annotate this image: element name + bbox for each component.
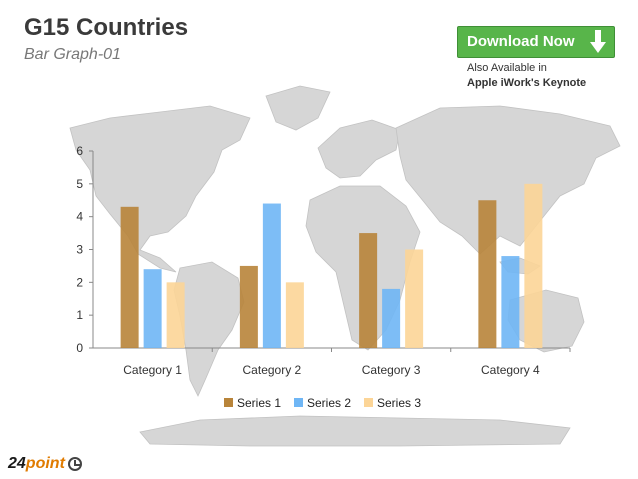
bar-series-1-category-2 bbox=[239, 265, 258, 348]
logo-word: point bbox=[25, 455, 65, 472]
also-available-text: Also Available in bbox=[467, 62, 547, 74]
bar-series-3-category-3 bbox=[405, 249, 424, 348]
y-tick-label: 2 bbox=[76, 275, 83, 289]
bar-series-1-category-1 bbox=[120, 206, 139, 348]
bar-series-2-category-3 bbox=[382, 288, 401, 348]
y-tick-label: 5 bbox=[76, 177, 83, 191]
clock-icon bbox=[68, 457, 82, 471]
logo-number: 24 bbox=[8, 455, 26, 472]
legend-label: Series 1 bbox=[237, 396, 281, 410]
legend-swatch-series-1 bbox=[224, 398, 233, 407]
bar-series-3-category-1 bbox=[166, 282, 185, 348]
x-category-label: Category 3 bbox=[362, 363, 421, 377]
keynote-text: Apple iWork's Keynote bbox=[467, 77, 587, 89]
bar-series-2-category-2 bbox=[262, 203, 281, 348]
page-title: G15 Countries bbox=[24, 14, 189, 41]
x-category-label: Category 1 bbox=[123, 363, 182, 377]
y-tick-label: 4 bbox=[76, 210, 83, 224]
bar-series-3-category-4 bbox=[524, 183, 543, 348]
y-tick-label: 1 bbox=[76, 308, 83, 322]
legend-label: Series 3 bbox=[377, 396, 421, 410]
bar-series-1-category-4 bbox=[478, 200, 497, 348]
bar-series-2-category-1 bbox=[143, 269, 162, 348]
x-category-label: Category 2 bbox=[243, 363, 302, 377]
download-now-button[interactable]: Download Now bbox=[457, 26, 615, 58]
y-tick-label: 3 bbox=[76, 243, 83, 257]
x-category-label: Category 4 bbox=[481, 363, 540, 377]
bar-series-1-category-3 bbox=[359, 233, 378, 348]
bar-series-3-category-2 bbox=[285, 282, 304, 348]
legend-swatch-series-2 bbox=[294, 398, 303, 407]
page-subtitle: Bar Graph-01 bbox=[24, 46, 121, 63]
download-arrow-icon bbox=[590, 30, 606, 53]
brand-logo: 24point bbox=[8, 455, 65, 473]
y-tick-label: 6 bbox=[76, 144, 83, 158]
legend-label: Series 2 bbox=[307, 396, 351, 410]
y-tick-label: 0 bbox=[76, 341, 83, 355]
download-button-label: Download Now bbox=[467, 33, 575, 50]
bar-series-2-category-4 bbox=[501, 256, 520, 348]
legend-swatch-series-3 bbox=[364, 398, 373, 407]
